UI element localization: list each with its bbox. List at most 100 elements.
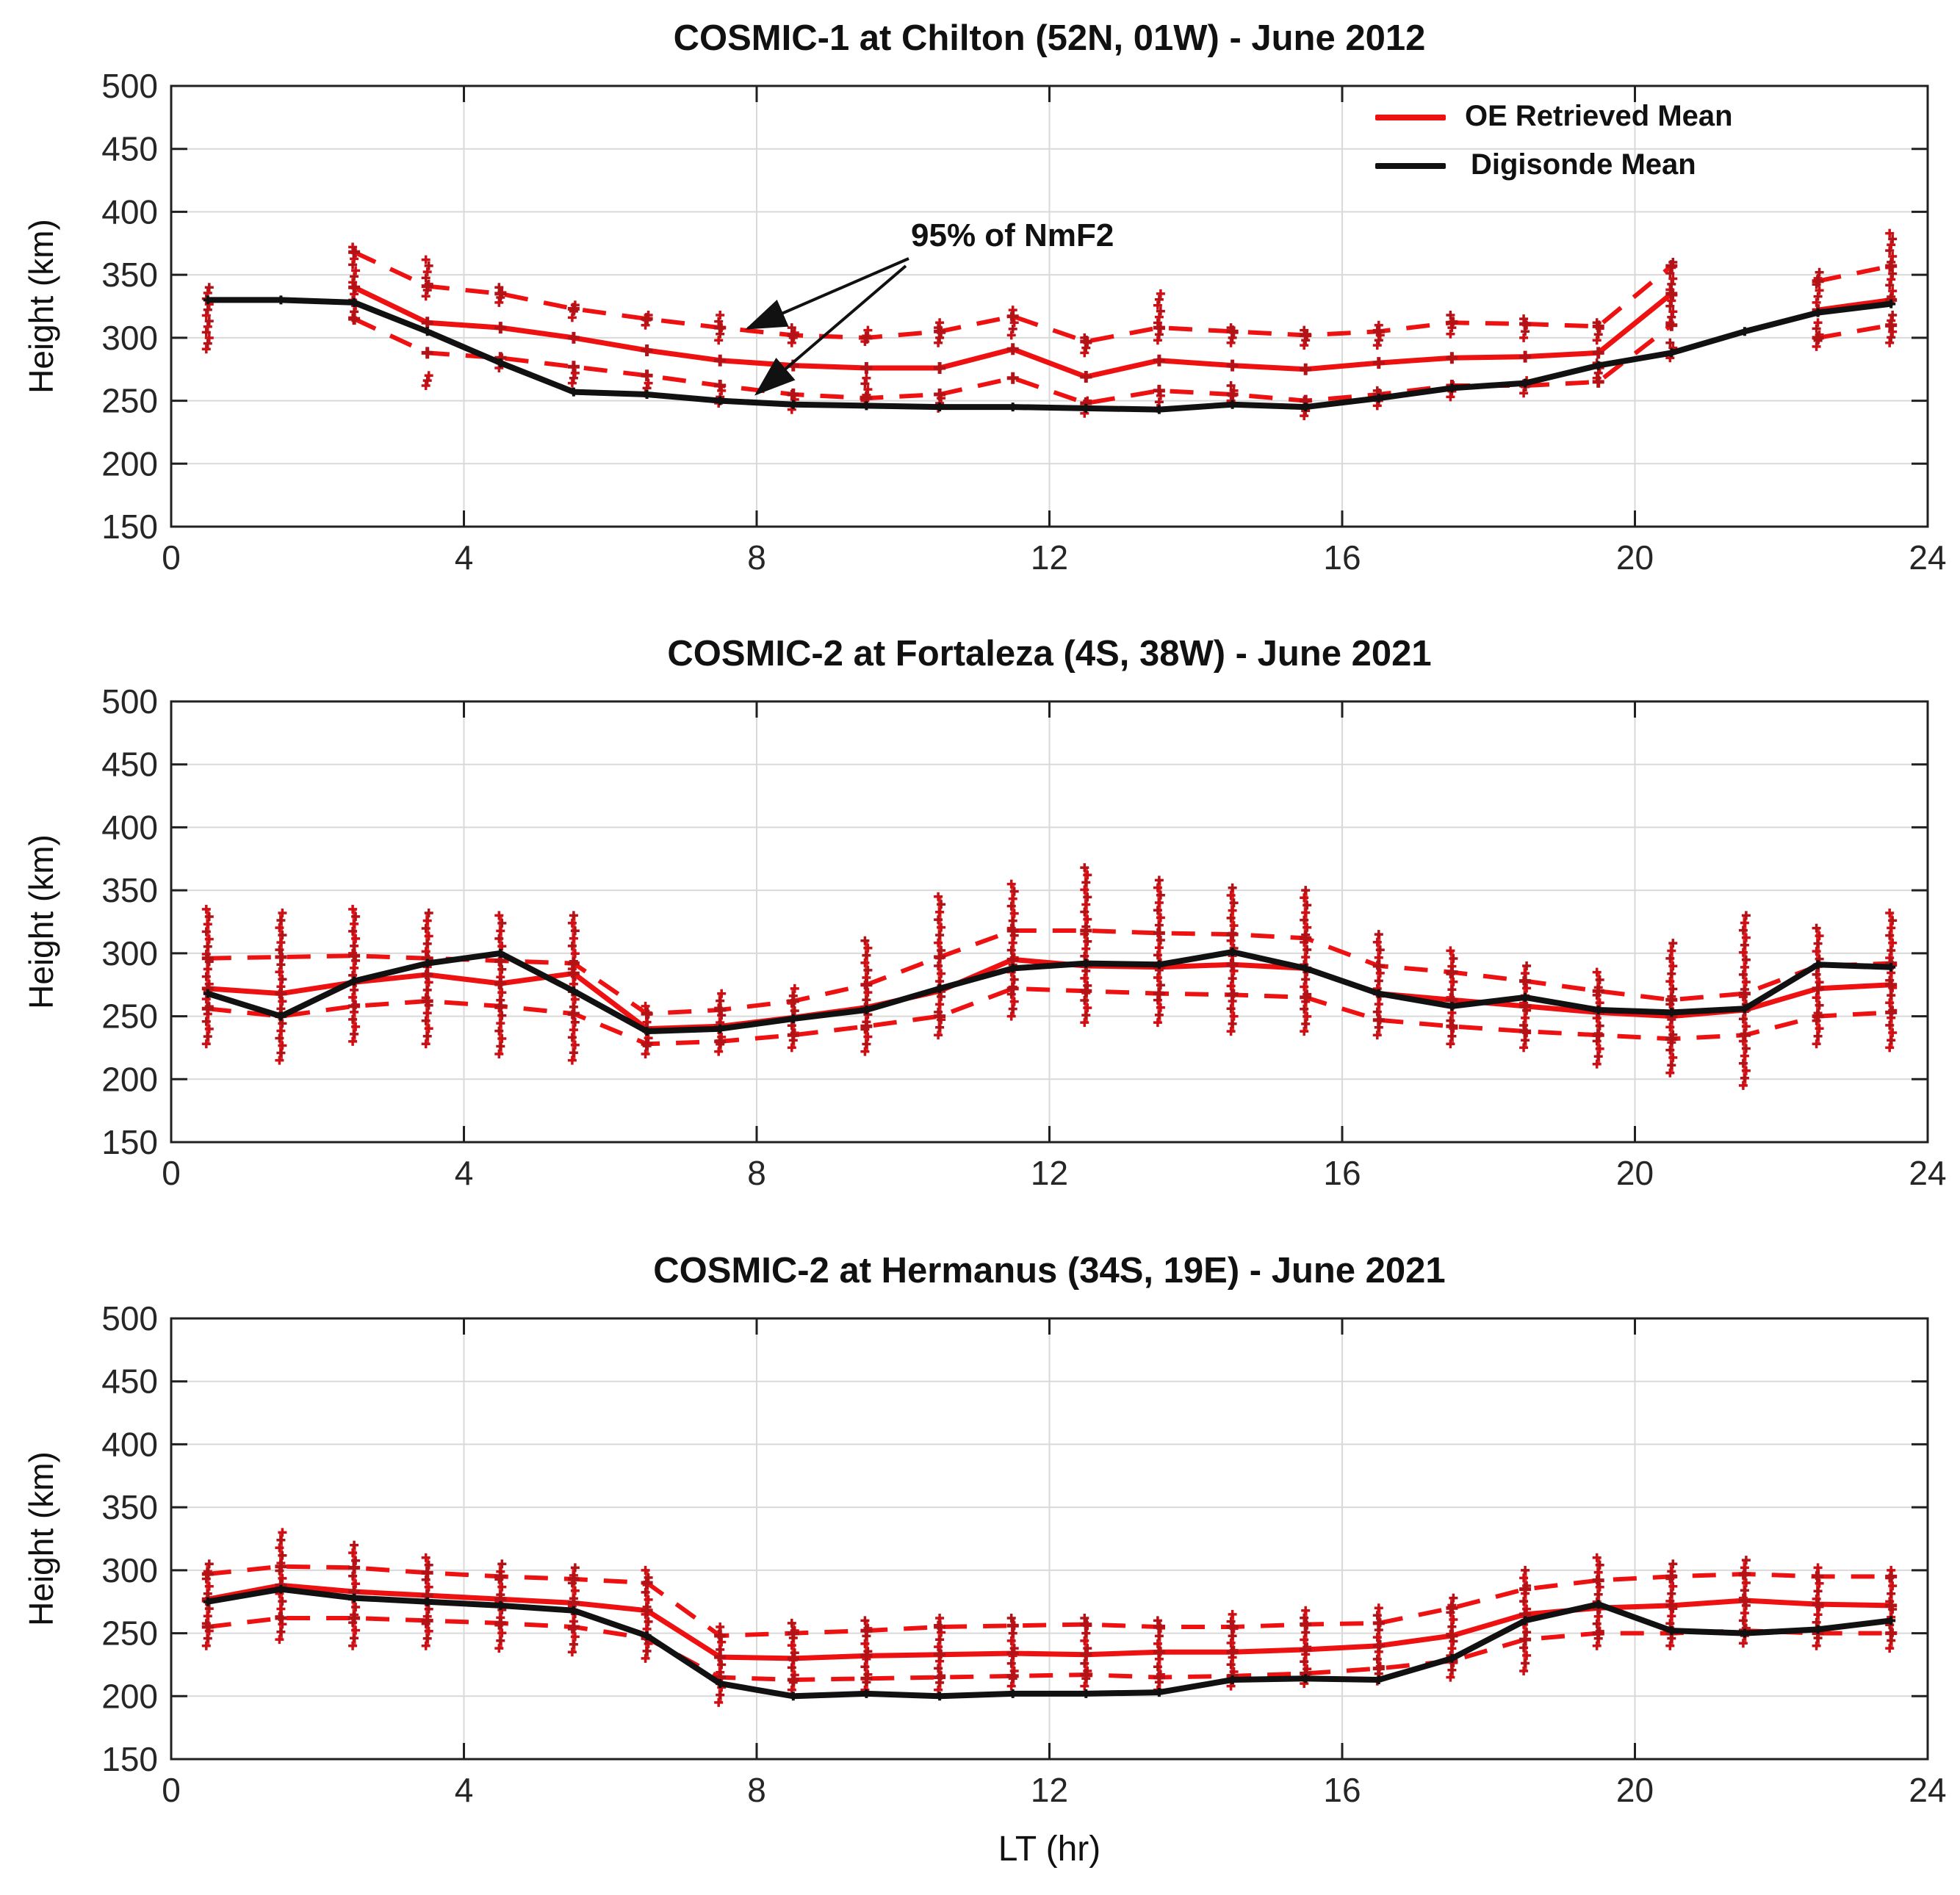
scatter-point — [1888, 311, 1898, 320]
vertex-95-of-nmf2-lower — [934, 1010, 946, 1022]
vertex-digisonde-mean — [569, 387, 578, 397]
vertex-95-of-nmf2-lower — [1885, 319, 1898, 331]
scatter-point — [567, 1647, 577, 1657]
scatter-point — [1592, 336, 1601, 345]
vertex-95-of-nmf2-upper — [1738, 987, 1751, 1000]
vertex-95-of-nmf2-upper — [714, 1630, 727, 1642]
scatter-point — [1885, 998, 1895, 1008]
scatter-point — [350, 941, 359, 950]
y-tick-label: 200 — [101, 1677, 158, 1715]
scatter-point — [201, 927, 211, 936]
scatter-point — [1008, 324, 1017, 333]
scatter-point — [1008, 916, 1017, 925]
scatter-point — [860, 1662, 870, 1672]
vertex-95-of-nmf2-lower — [787, 1029, 799, 1042]
scatter-point — [1815, 1000, 1824, 1010]
scatter-point — [644, 1595, 653, 1604]
scatter-point — [203, 920, 212, 929]
scatter-point — [1741, 933, 1751, 942]
scatter-point — [935, 1022, 945, 1032]
scatter-point — [1154, 898, 1164, 907]
scatter-point — [1665, 1022, 1675, 1032]
vertex-95-of-nmf2-lower — [641, 1038, 653, 1050]
scatter-point — [1374, 1603, 1383, 1613]
vertex-oe-retrieved-mean — [641, 344, 653, 356]
scatter-point — [1813, 1031, 1823, 1041]
scatter-point — [1006, 331, 1016, 340]
scatter-point — [1301, 1019, 1311, 1028]
scatter-point — [641, 1653, 650, 1663]
vertex-oe-retrieved-mean — [714, 354, 727, 367]
scatter-point — [1887, 333, 1896, 342]
scatter-point — [569, 1025, 578, 1035]
scatter-point — [350, 1634, 359, 1643]
scatter-point — [570, 1586, 580, 1595]
series-oe-retrieved-mean — [353, 285, 1892, 380]
vertex-95-of-nmf2-upper — [1080, 925, 1092, 936]
series-digisonde-mean — [206, 949, 1892, 1035]
scatter-point — [1592, 1641, 1601, 1650]
scatter-point — [275, 1543, 284, 1553]
scatter-point — [1887, 946, 1896, 955]
y-tick-label: 400 — [101, 192, 158, 231]
scatter-point — [787, 1618, 796, 1628]
vertex-oe-retrieved-mean — [1519, 1000, 1532, 1012]
vertex-95-of-nmf2-upper — [275, 951, 287, 963]
scatter-point — [1303, 1011, 1312, 1021]
scatter-point — [1665, 338, 1675, 347]
scatter-point — [1595, 1021, 1604, 1030]
vertex-digisonde-mean — [788, 1692, 798, 1701]
scatter-point — [860, 379, 870, 389]
vertex-oe-retrieved-mean — [1885, 978, 1898, 991]
scatter-point — [1081, 878, 1091, 887]
vertex-digisonde-mean — [1228, 400, 1237, 409]
scatter-point — [1665, 1641, 1675, 1650]
scatter-point — [203, 1611, 212, 1621]
scatter-point — [1888, 938, 1898, 948]
scatter-point — [1815, 931, 1824, 941]
vertex-95-of-nmf2-upper — [860, 978, 873, 991]
vertex-95-of-nmf2-upper — [787, 1627, 799, 1639]
scatter-point — [1812, 1039, 1821, 1049]
scatter-point — [204, 1559, 214, 1569]
scatter-point — [714, 336, 724, 345]
series-95-of-nmf2-upper — [207, 1564, 1892, 1638]
x-tick-label: 4 — [455, 1771, 474, 1809]
scatter-point — [1008, 938, 1017, 948]
vertex-95-of-nmf2-upper — [934, 1621, 946, 1633]
scatter-point — [1740, 1609, 1749, 1618]
y-tick-label: 200 — [101, 444, 158, 483]
scatter-point — [1885, 909, 1895, 917]
vertex-digisonde-mean — [716, 396, 725, 405]
scatter-point — [1080, 996, 1089, 1005]
scatter-point — [1741, 1066, 1751, 1075]
vertex-oe-retrieved-mean — [567, 967, 580, 980]
scatter-point — [1080, 863, 1089, 873]
vertex-oe-retrieved-mean — [1665, 1599, 1678, 1611]
vertex-95-of-nmf2-upper — [1300, 1618, 1312, 1631]
vertex-95-of-nmf2-lower — [714, 380, 727, 391]
scatter-point — [1081, 944, 1091, 953]
scatter-point — [1229, 1011, 1239, 1021]
scatter-point — [1229, 898, 1239, 908]
scatter-point — [1667, 1589, 1676, 1598]
scatter-point — [860, 1616, 870, 1625]
scatter-point — [1300, 341, 1309, 350]
scatter-point — [1153, 1018, 1162, 1028]
annotation-arrow-upper — [745, 257, 909, 330]
scatter-point — [276, 1535, 286, 1545]
vertex-digisonde-mean — [642, 1027, 652, 1036]
y-tick-label: 400 — [101, 808, 158, 846]
scatter-point — [421, 924, 430, 933]
scatter-point — [1006, 1636, 1016, 1645]
vertex-oe-retrieved-mean — [1226, 1646, 1239, 1658]
x-tick-label: 16 — [1323, 1154, 1361, 1192]
scatter-point — [1813, 318, 1823, 328]
scatter-point — [1668, 1559, 1678, 1569]
vertex-95-of-nmf2-lower — [494, 1617, 507, 1629]
scatter-point — [1226, 1638, 1236, 1647]
vertex-digisonde-mean — [1667, 1008, 1676, 1017]
scatter-point — [351, 912, 361, 921]
scatter-point — [1887, 275, 1896, 284]
scatter-point — [276, 1048, 286, 1058]
